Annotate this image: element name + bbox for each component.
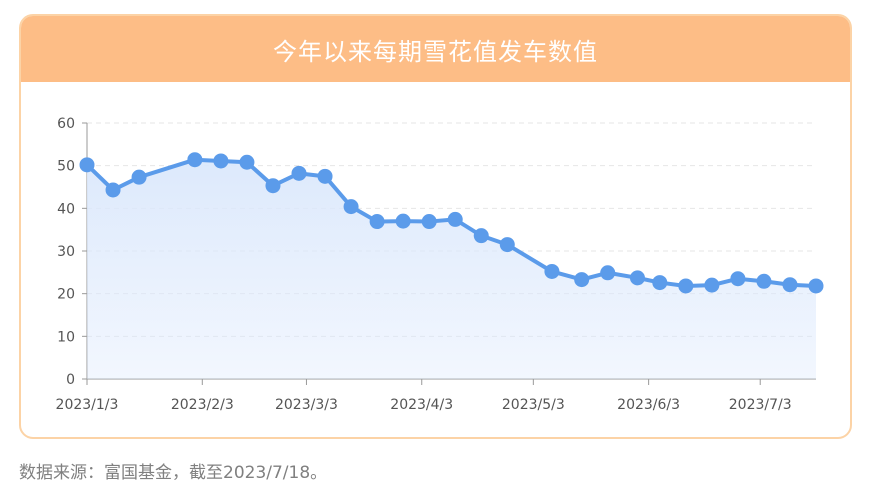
data-point (421, 214, 437, 230)
y-tick-label: 10 (57, 329, 75, 345)
x-tick-label: 2023/4/3 (390, 397, 453, 413)
data-point (131, 169, 147, 185)
data-source-note: 数据来源：富国基金，截至2023/7/18。 (19, 463, 328, 483)
data-point (105, 182, 121, 198)
data-point (369, 214, 385, 230)
data-point (291, 165, 307, 181)
x-tick-label: 2023/5/3 (502, 397, 565, 413)
data-point (499, 237, 515, 253)
data-point (678, 278, 694, 294)
data-point (343, 199, 359, 215)
series-area (87, 159, 816, 379)
x-tick-label: 2023/7/3 (729, 397, 792, 413)
data-point (652, 275, 668, 291)
y-tick-label: 20 (57, 287, 75, 303)
x-tick-label: 2023/3/3 (275, 397, 338, 413)
x-tick-label: 2023/1/3 (56, 397, 119, 413)
data-point (544, 263, 560, 279)
data-point (782, 277, 798, 293)
data-point (808, 278, 824, 294)
data-point (79, 157, 95, 173)
data-point (239, 154, 255, 170)
data-point (447, 211, 463, 227)
data-point (395, 213, 411, 229)
data-point (600, 265, 616, 281)
data-point (629, 270, 645, 286)
data-point (730, 271, 746, 287)
y-tick-label: 40 (57, 201, 75, 217)
y-tick-label: 60 (57, 116, 75, 132)
data-point (213, 153, 229, 169)
y-tick-label: 0 (66, 372, 75, 388)
data-point (265, 178, 281, 194)
chart-title: 今年以来每期雪花值发车数值 (273, 37, 598, 66)
x-tick-label: 2023/2/3 (171, 397, 234, 413)
data-point (574, 272, 590, 288)
x-tick-label: 2023/6/3 (617, 397, 680, 413)
data-point (473, 228, 489, 244)
chart-header: 今年以来每期雪花值发车数值 (21, 16, 850, 82)
data-point (756, 273, 772, 289)
y-tick-label: 50 (57, 159, 75, 175)
data-point (317, 168, 333, 184)
y-tick-label: 30 (57, 244, 75, 260)
data-point (187, 152, 203, 168)
data-point (704, 277, 720, 293)
